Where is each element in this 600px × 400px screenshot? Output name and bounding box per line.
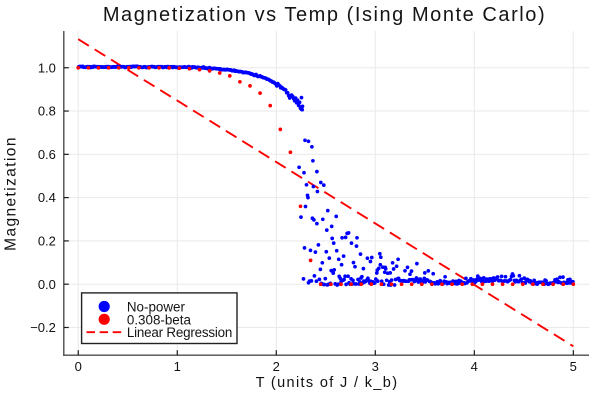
svg-text:−0.2: −0.2 [30,320,56,335]
svg-text:0.308-beta: 0.308-beta [127,312,192,327]
svg-text:0.2: 0.2 [38,234,56,249]
svg-text:No-power: No-power [127,300,186,315]
svg-text:Linear Regression: Linear Regression [127,325,232,340]
svg-text:0.6: 0.6 [38,147,56,162]
svg-text:5: 5 [570,359,577,374]
svg-text:0.8: 0.8 [38,104,56,119]
svg-text:1.0: 1.0 [38,60,56,75]
svg-text:Magnetization vs Temp (Ising M: Magnetization vs Temp (Ising Monte Carlo… [103,4,546,26]
svg-text:2: 2 [273,359,280,374]
svg-text:4: 4 [471,359,478,374]
svg-text:0: 0 [75,359,82,374]
svg-text:0.0: 0.0 [38,277,56,292]
svg-text:3: 3 [372,359,379,374]
svg-text:0.4: 0.4 [38,190,56,205]
svg-text:1: 1 [174,359,181,374]
svg-text:T (units of J / k_b): T (units of J / k_b) [256,375,399,391]
svg-text:Magnetization: Magnetization [3,136,20,251]
